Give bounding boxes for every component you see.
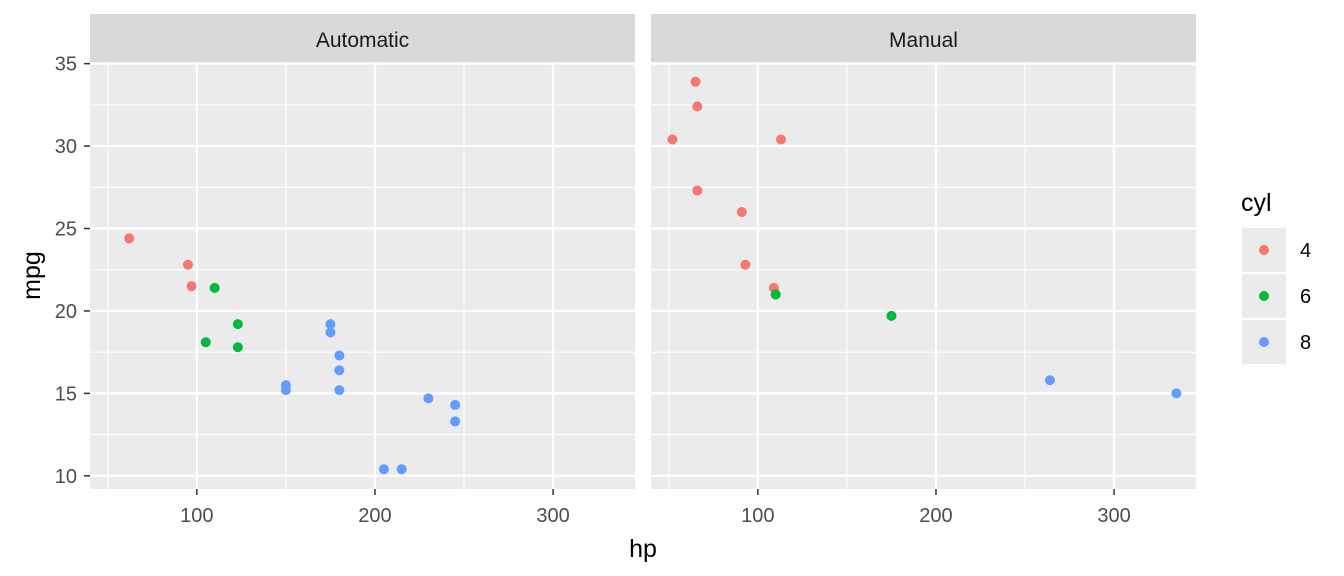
data-point [182, 259, 193, 270]
data-point [423, 393, 434, 404]
legend-key [1259, 245, 1269, 255]
data-point [1044, 375, 1055, 386]
data-point [186, 281, 197, 292]
data-point [334, 385, 345, 396]
panel-background [90, 62, 635, 489]
legend-label: 6 [1300, 286, 1311, 308]
data-point [396, 464, 407, 475]
data-point [200, 337, 211, 348]
legend-key [1259, 337, 1269, 347]
y-tick-label: 30 [55, 136, 77, 158]
x-tick-label: 300 [1097, 505, 1130, 527]
facet-strip-label: Manual [889, 29, 958, 52]
data-point [776, 134, 787, 145]
data-point [124, 233, 135, 244]
data-point [690, 76, 701, 87]
x-tick-label: 300 [536, 505, 569, 527]
data-point [450, 399, 461, 410]
data-point [232, 342, 243, 353]
data-point [770, 289, 781, 300]
data-point [334, 350, 345, 361]
legend-key [1259, 291, 1269, 301]
panel-background [651, 62, 1196, 489]
x-tick-label: 100 [741, 505, 774, 527]
x-tick-label: 200 [358, 505, 391, 527]
data-point [740, 259, 751, 270]
data-point [736, 207, 747, 218]
legend-label: 8 [1300, 332, 1311, 354]
legend-label: 4 [1300, 240, 1311, 262]
y-axis-title: mpg [18, 251, 46, 300]
y-tick-label: 25 [55, 219, 77, 241]
data-point [692, 101, 703, 112]
x-axis-title: hp [629, 535, 657, 563]
data-point [886, 310, 897, 321]
data-point [378, 464, 389, 475]
y-tick-label: 35 [55, 54, 77, 76]
data-point [1171, 388, 1182, 399]
data-point [450, 416, 461, 427]
facet-strip-label: Automatic [316, 29, 409, 52]
y-tick-label: 20 [55, 301, 77, 323]
y-tick-label: 15 [55, 383, 77, 405]
data-point [209, 282, 220, 293]
data-point [692, 185, 703, 196]
x-tick-label: 100 [180, 505, 213, 527]
data-point [325, 319, 336, 330]
legend-title: cyl [1241, 189, 1272, 217]
y-tick-label: 10 [55, 466, 77, 488]
data-point [232, 319, 243, 330]
data-point [280, 385, 291, 396]
facet-strip [651, 14, 1196, 62]
data-point [667, 134, 678, 145]
data-point [334, 365, 345, 376]
facet-strip [90, 14, 635, 62]
x-tick-label: 200 [919, 505, 952, 527]
data-point [325, 327, 336, 338]
